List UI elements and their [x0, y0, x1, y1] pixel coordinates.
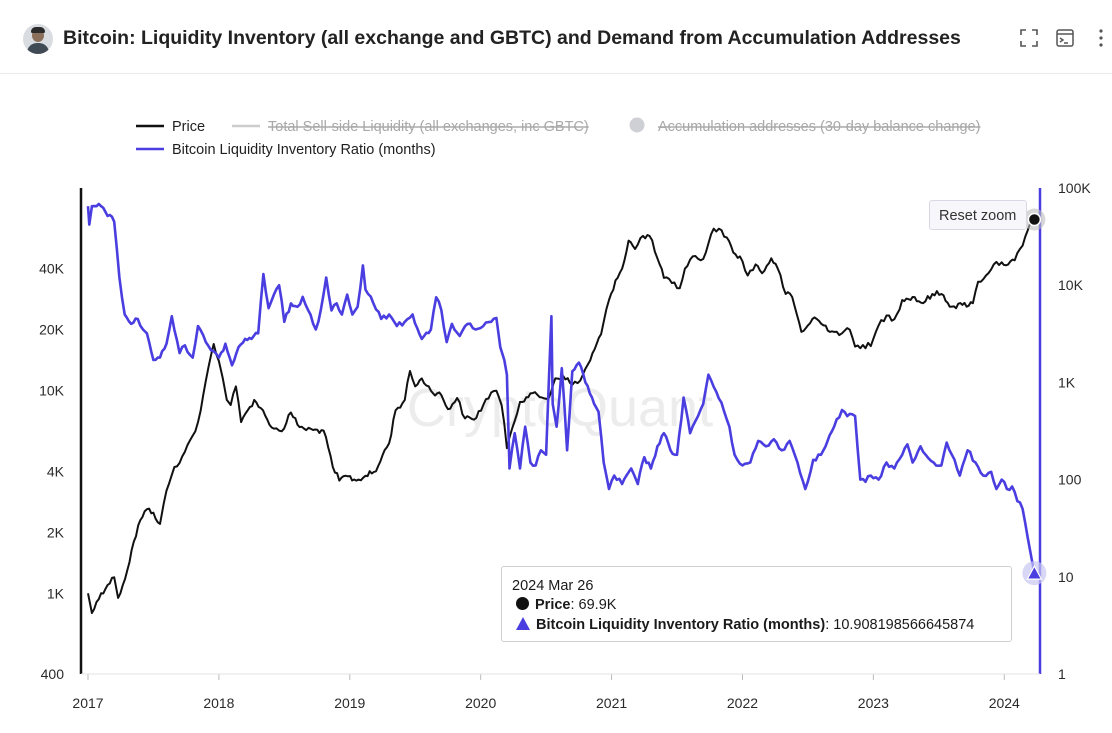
left-tick-label: 1K	[47, 585, 65, 601]
legend-label-inventory-ratio: Bitcoin Liquidity Inventory Ratio (month…	[172, 142, 436, 158]
author-avatar	[23, 24, 53, 54]
legend-item-sell-side-liquidity[interactable]: Total Sell-side Liquidity (all exchanges…	[232, 119, 589, 135]
right-tick-label: 10	[1058, 569, 1074, 585]
right-axis-ticks: 1 10 100 1K 10K 100K	[1058, 180, 1091, 682]
chart-title: Bitcoin: Liquidity Inventory (all exchan…	[63, 27, 961, 49]
x-tick-label: 2024	[989, 695, 1020, 711]
tooltip-ratio-label: Bitcoin Liquidity Inventory Ratio (month…	[536, 617, 826, 633]
right-tick-label: 10K	[1058, 277, 1084, 293]
left-tick-label: 2K	[47, 524, 65, 540]
tooltip-ratio-value: 10.908198566645874	[833, 617, 975, 633]
left-tick-label: 20K	[39, 322, 65, 338]
right-tick-label: 100	[1058, 472, 1082, 488]
tooltip-row-ratio: Bitcoin Liquidity Inventory Ratio (month…	[516, 617, 974, 633]
inventory-ratio-series-line	[86, 202, 1036, 574]
x-tick-label: 2023	[858, 695, 889, 711]
x-tick-label: 2017	[72, 695, 103, 711]
series-layer	[86, 202, 1036, 614]
x-tick-label: 2020	[465, 695, 496, 711]
left-tick-label: 4K	[47, 463, 65, 479]
tooltip: 2024 Mar 26 Price: 69.9K Bitcoin Liquidi…	[501, 566, 1012, 642]
tooltip-date: 2024 Mar 26	[512, 578, 594, 594]
fullscreen-icon[interactable]	[1018, 27, 1040, 49]
reset-zoom-button[interactable]: Reset zoom	[929, 200, 1027, 230]
x-tick-label: 2018	[203, 695, 234, 711]
legend-label-accumulation-addresses: Accumulation addresses (30-day balance c…	[658, 119, 980, 135]
legend-item-accumulation-addresses[interactable]: Accumulation addresses (30-day balance c…	[629, 117, 981, 136]
console-icon[interactable]	[1054, 27, 1076, 49]
chart-canvas: Price Total Sell-side Liquidity (all exc…	[39, 117, 1091, 711]
x-tick-label: 2019	[334, 695, 365, 711]
chart-header: Bitcoin: Liquidity Inventory (all exchan…	[0, 0, 1112, 74]
marker-layer	[1022, 208, 1047, 586]
more-icon[interactable]	[1090, 27, 1112, 49]
right-tick-label: 1K	[1058, 374, 1076, 390]
ratio-hover-marker	[1026, 564, 1043, 580]
x-axis-ticks: 2017 2018 2019 2020 2021 2022 2023 2024	[72, 674, 1020, 711]
legend-label-sell-side-liquidity: Total Sell-side Liquidity (all exchanges…	[268, 119, 589, 135]
right-tick-label: 1	[1058, 666, 1066, 682]
tooltip-ratio-marker-icon	[516, 617, 530, 630]
tooltip-price-value: 69.9K	[578, 597, 617, 613]
legend: Price Total Sell-side Liquidity (all exc…	[136, 117, 981, 158]
price-series-line	[87, 217, 1035, 614]
tooltip-price-marker-icon	[516, 597, 529, 610]
x-tick-label: 2022	[727, 695, 758, 711]
tooltip-price-label: Price	[535, 597, 571, 613]
right-tick-label: 100K	[1058, 180, 1091, 196]
left-tick-label: 10K	[39, 383, 65, 399]
left-tick-label: 40K	[39, 261, 65, 277]
legend-item-inventory-ratio[interactable]: Bitcoin Liquidity Inventory Ratio (month…	[136, 142, 436, 158]
x-tick-label: 2021	[596, 695, 627, 711]
left-axis-ticks: 400 1K 2K 4K 10K 20K 40K	[39, 261, 65, 682]
price-hover-marker	[1027, 212, 1042, 227]
tooltip-row-price: Price: 69.9K	[516, 597, 616, 613]
legend-item-price[interactable]: Price	[136, 119, 205, 135]
legend-label-price: Price	[172, 119, 205, 135]
left-tick-label: 400	[41, 666, 65, 682]
